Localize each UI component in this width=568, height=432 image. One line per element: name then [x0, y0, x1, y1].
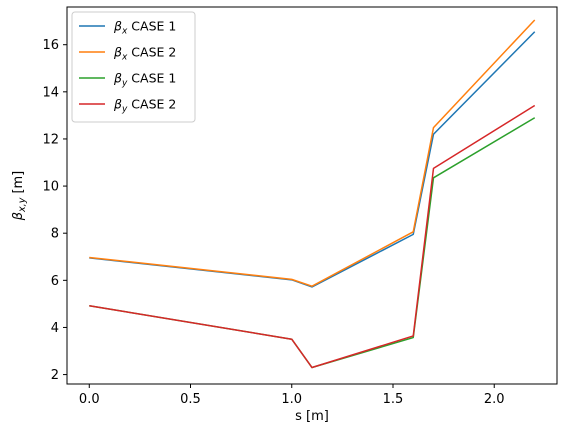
y-tick-label: 14 — [42, 85, 59, 100]
x-tick-label: 0.5 — [180, 392, 201, 407]
legend-entry-label: βx CASE 2 — [113, 45, 176, 63]
legend-entry-label: βx CASE 1 — [113, 19, 176, 37]
y-tick-label: 2 — [51, 368, 59, 383]
x-axis-ticks: 0.0 0.5 1.0 1.5 2.0 — [79, 384, 505, 407]
series-line-2 — [89, 19, 536, 287]
y-tick-label: 10 — [42, 180, 59, 195]
y-axis-label: βx,y [m] — [11, 171, 28, 222]
y-tick-label: 8 — [51, 227, 59, 242]
series-line-3 — [89, 117, 536, 369]
y-tick-label: 16 — [42, 38, 59, 53]
x-tick-label: 2.0 — [484, 392, 505, 407]
y-tick-label: 4 — [51, 321, 59, 336]
y-tick-label: 6 — [51, 274, 59, 289]
legend-entry-label: βy CASE 1 — [113, 71, 176, 89]
series-line-4 — [89, 104, 536, 369]
x-tick-label: 1.5 — [383, 392, 404, 407]
y-axis-ticks: 2 4 6 8 10 12 14 16 — [42, 38, 67, 383]
legend-box — [71, 11, 196, 123]
plot-frame — [66, 6, 558, 385]
legend-entry-label: βy CASE 2 — [113, 97, 176, 115]
x-tick-label: 1.0 — [281, 392, 302, 407]
y-tick-label: 12 — [42, 132, 59, 147]
plot-series — [89, 19, 536, 369]
x-tick-label: 0.0 — [79, 392, 100, 407]
legend: βx CASE 1 βx CASE 2 βy CASE 1 βy CASE 2 — [71, 11, 196, 123]
x-axis-label: s [m] — [295, 409, 329, 424]
